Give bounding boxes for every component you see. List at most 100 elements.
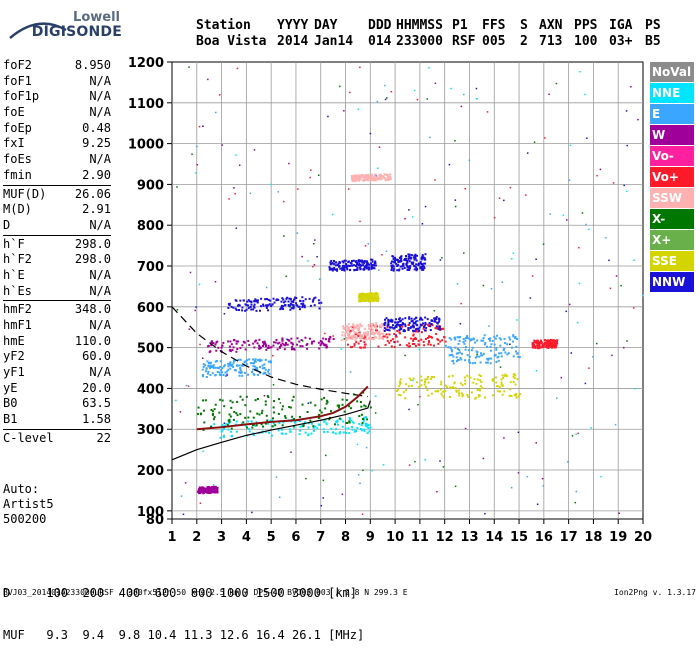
echo-point	[478, 388, 481, 391]
echo-point	[324, 343, 327, 346]
echo-point	[303, 421, 306, 424]
echo-point	[341, 264, 344, 267]
noise-point	[623, 184, 625, 187]
echo-point	[371, 338, 374, 341]
echo-point	[438, 320, 441, 323]
noise-point	[395, 334, 397, 336]
echo-point	[238, 371, 241, 374]
echo-point	[368, 263, 371, 266]
echo-point	[202, 365, 205, 368]
echo-point	[418, 329, 421, 332]
echo-point	[358, 293, 361, 296]
echo-point	[223, 405, 226, 408]
echo-point	[489, 349, 492, 352]
value-ffs: 005	[482, 34, 506, 49]
echo-point	[388, 329, 391, 332]
echo-point	[362, 264, 365, 267]
echo-point	[354, 177, 357, 180]
echo-point	[391, 260, 394, 263]
echo-point	[476, 339, 479, 342]
noise-point	[265, 286, 268, 289]
echo-point	[407, 324, 410, 327]
echo-point	[309, 337, 312, 340]
echo-point	[363, 416, 366, 419]
noise-point	[626, 190, 628, 193]
echo-point	[373, 263, 376, 266]
echo-point	[230, 406, 233, 409]
echo-point	[271, 417, 274, 420]
param-row: hmE 110.0	[3, 334, 111, 350]
echo-point	[359, 324, 362, 327]
echo-point	[289, 308, 292, 311]
echo-point	[349, 331, 352, 334]
echo-point	[443, 336, 446, 339]
echo-point	[409, 379, 412, 382]
echo-point	[343, 269, 346, 272]
echo-point	[446, 386, 449, 389]
echo-point	[423, 324, 426, 327]
echo-point	[282, 421, 285, 424]
echo-point	[404, 323, 407, 326]
echo-point	[369, 300, 372, 303]
echo-point	[500, 378, 503, 381]
echo-point	[395, 389, 398, 392]
echo-point	[486, 357, 489, 360]
noise-point	[633, 307, 635, 309]
echo-point	[357, 178, 360, 181]
echo-point	[292, 347, 295, 350]
echo-point	[434, 390, 437, 393]
echo-point	[219, 398, 222, 401]
echo-point	[490, 357, 493, 360]
echo-point	[424, 329, 427, 332]
echo-point	[462, 337, 465, 340]
echo-point	[203, 421, 206, 424]
noise-point	[630, 85, 632, 88]
noise-point	[263, 394, 266, 397]
echo-point	[491, 394, 494, 397]
echo-point	[427, 343, 430, 346]
echo-point	[322, 428, 325, 431]
echo-point	[435, 316, 438, 319]
x-tick-label: 18	[584, 530, 602, 545]
echo-point	[284, 304, 287, 307]
noise-point	[464, 427, 467, 430]
noise-point	[382, 464, 385, 466]
echo-point	[390, 264, 393, 267]
echo-point	[407, 385, 410, 388]
echo-point	[232, 365, 235, 368]
noise-point	[542, 485, 545, 487]
echo-point	[349, 269, 352, 272]
echo-point	[249, 410, 252, 413]
echo-point	[410, 254, 413, 257]
echo-point	[454, 338, 457, 341]
param-value: N/A	[89, 105, 111, 120]
echo-point	[299, 345, 302, 348]
echo-point	[533, 346, 536, 349]
echo-point	[516, 352, 519, 355]
echo-point	[421, 264, 424, 267]
echo-point	[400, 328, 403, 331]
echo-point	[329, 261, 332, 264]
echo-point	[531, 345, 534, 348]
noise-point	[188, 66, 190, 68]
noise-point	[562, 214, 565, 217]
echo-point	[440, 392, 443, 395]
echo-point	[399, 378, 402, 381]
echo-point	[461, 352, 464, 355]
echo-point	[371, 258, 374, 261]
legend-item: E	[650, 104, 694, 124]
echo-point	[366, 178, 369, 181]
echo-point	[413, 343, 416, 346]
noise-point	[612, 182, 615, 184]
echo-point	[435, 332, 438, 335]
echo-point	[239, 367, 242, 370]
echo-point	[354, 180, 357, 183]
noise-point	[618, 512, 620, 515]
echo-point	[367, 175, 370, 178]
echo-point	[239, 369, 242, 372]
x-tick-label: 8	[341, 530, 350, 545]
value-s: 2	[520, 34, 528, 49]
noise-point	[419, 395, 421, 398]
echo-point	[396, 259, 399, 262]
echo-point	[259, 346, 262, 349]
